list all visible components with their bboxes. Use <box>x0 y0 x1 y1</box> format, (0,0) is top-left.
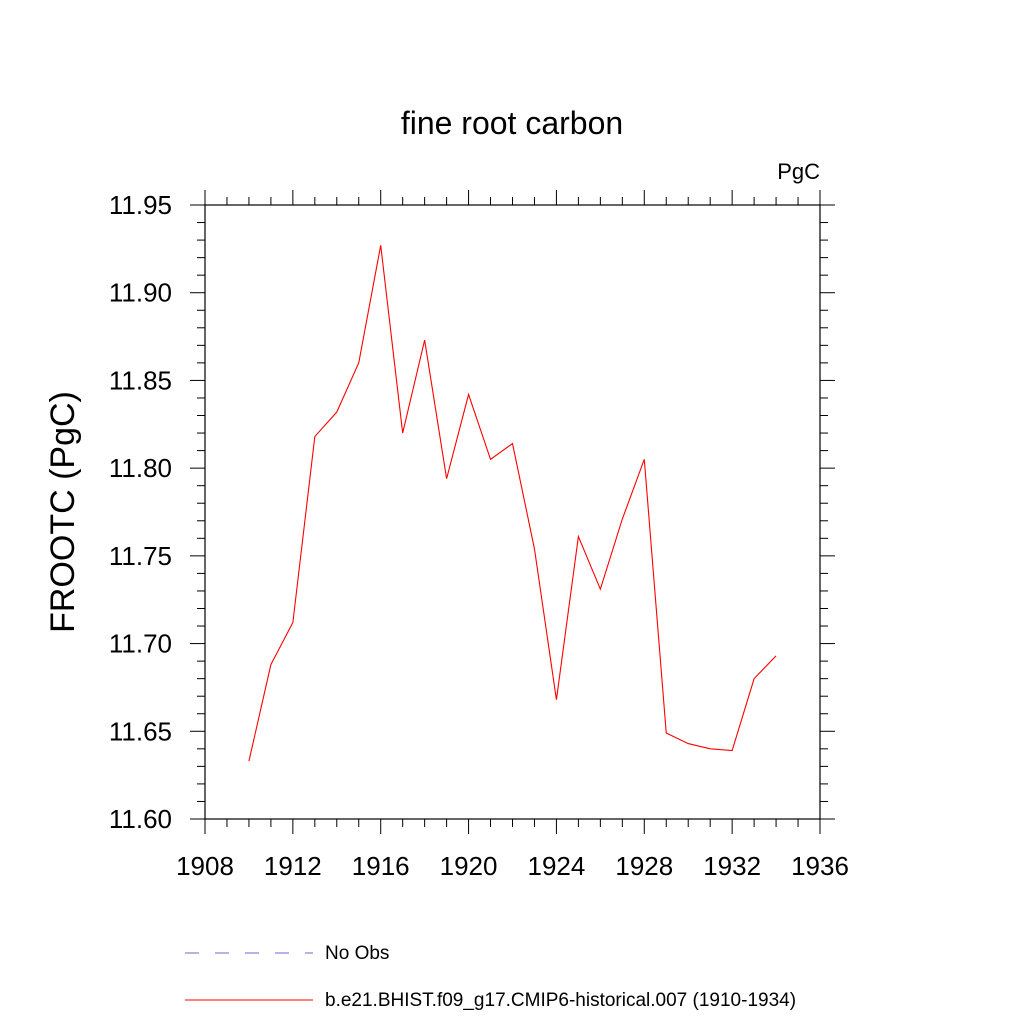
chart-title: fine root carbon <box>401 105 623 141</box>
x-tick-label: 1916 <box>352 851 410 881</box>
series-line-1 <box>248 245 777 762</box>
x-tick-labels: 1908 1912 1916 1920 1924 1928 1932 1936 <box>176 851 849 881</box>
y-tick-label: 11.90 <box>109 278 172 308</box>
y-tick-label: 11.60 <box>109 804 172 834</box>
legend-label-no-obs: No Obs <box>325 943 389 964</box>
legend: No Obs b.e21.BHIST.f09_g17.CMIP6-histori… <box>185 943 796 1011</box>
y-axis-title: FROOTC (PgC) <box>44 391 82 633</box>
units-label: PgC <box>777 159 820 184</box>
y-tick-label: 11.95 <box>109 190 172 220</box>
x-tick-label: 1912 <box>264 851 322 881</box>
x-tick-label: 1920 <box>440 851 498 881</box>
x-tick-label: 1908 <box>176 851 234 881</box>
y-tick-label: 11.65 <box>109 716 172 746</box>
y-tick-label: 11.70 <box>109 629 172 659</box>
minor-ticks <box>197 197 828 827</box>
y-tick-label: 11.80 <box>109 453 172 483</box>
legend-label-model: b.e21.BHIST.f09_g17.CMIP6-historical.007… <box>325 990 796 1011</box>
plot-frame <box>204 204 821 820</box>
series-layer <box>248 245 777 762</box>
x-tick-label: 1924 <box>528 851 586 881</box>
x-tick-label: 1932 <box>703 851 761 881</box>
x-tick-label: 1928 <box>615 851 673 881</box>
y-tick-label: 11.75 <box>109 541 172 571</box>
y-tick-label: 11.85 <box>109 365 172 395</box>
x-tick-label: 1936 <box>791 851 849 881</box>
y-tick-labels: 11.60 11.65 11.70 11.75 11.80 11.85 11.90 11.95 <box>109 190 172 834</box>
major-ticks <box>190 190 835 834</box>
